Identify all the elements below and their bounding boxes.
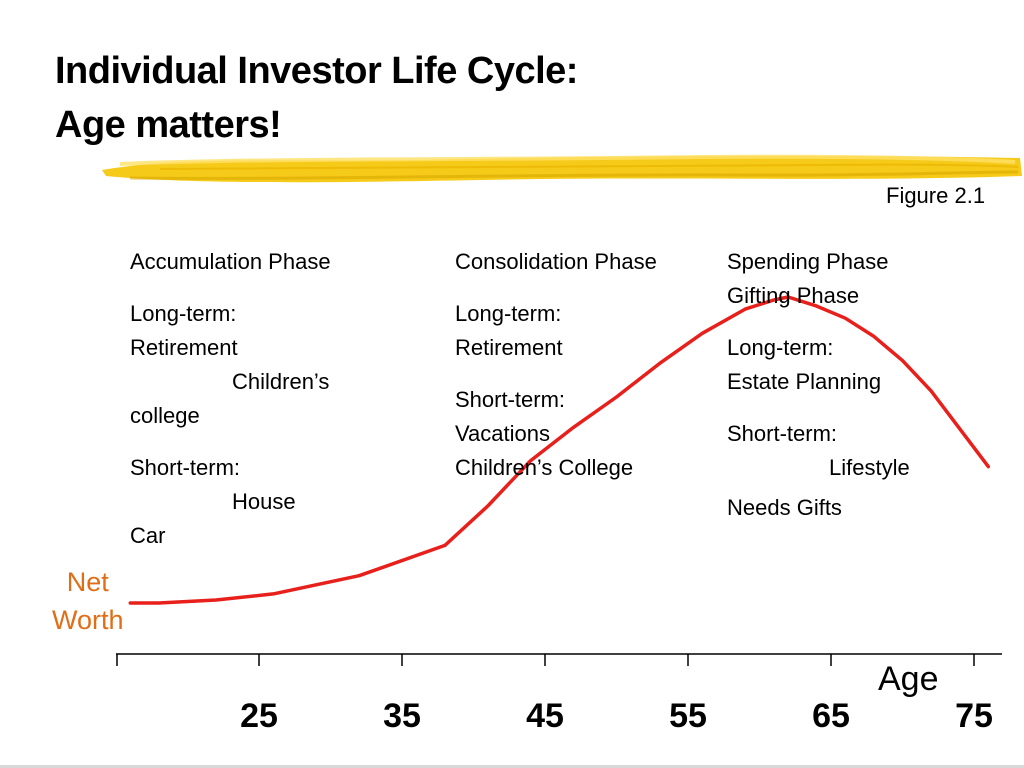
y-axis-label-line-2: Worth: [52, 605, 124, 635]
x-tick-label: 65: [812, 697, 850, 735]
spending-longterm-label: Long-term:: [727, 335, 834, 360]
consolidation-longterm-label: Long-term:: [455, 301, 562, 326]
spending-shortterm-item: Lifestyle: [829, 455, 910, 480]
spending-shortterm-item: Needs Gifts: [727, 495, 842, 520]
x-tick-label: 25: [240, 697, 278, 735]
x-tick-label: 75: [955, 697, 993, 735]
consolidation-shortterm-item: Vacations: [455, 421, 550, 446]
title-line-2: Age matters!: [55, 104, 282, 146]
consolidation-shortterm-item: Children’s College: [455, 455, 634, 480]
spending-heading: Spending Phase: [727, 249, 889, 274]
accumulation-shortterm-label: Short-term:: [130, 455, 241, 480]
figure-label: Figure 2.1: [886, 183, 986, 208]
y-axis-label: Net Worth: [52, 563, 124, 639]
x-tick-label: 45: [526, 697, 564, 735]
x-tick-label: 35: [383, 697, 421, 735]
x-axis-label: Age: [878, 660, 939, 698]
x-tick-label: 55: [669, 697, 707, 735]
spending-longterm-item: Estate Planning: [727, 369, 882, 394]
accumulation-heading: Accumulation Phase: [130, 249, 331, 274]
accumulation-longterm-item: Retirement: [130, 335, 238, 360]
consolidation-shortterm-label: Short-term:: [455, 387, 566, 412]
title-line-1: Individual Investor Life Cycle:: [55, 50, 578, 92]
consolidation-longterm-item: Retirement: [455, 335, 563, 360]
accumulation-longterm-item: Children’s: [232, 369, 330, 394]
spending-phase-text: Spending Phase Gifting Phase Long-term: …: [727, 245, 910, 525]
highlighter-stroke: [102, 154, 1022, 183]
consolidation-phase-text: Consolidation Phase Long-term: Retiremen…: [455, 245, 657, 485]
accumulation-phase-text: Accumulation Phase Long-term: Retirement…: [130, 245, 331, 553]
gifting-heading: Gifting Phase: [727, 283, 860, 308]
accumulation-shortterm-item: Car: [130, 523, 166, 548]
accumulation-longterm-item: college: [130, 403, 200, 428]
accumulation-longterm-label: Long-term:: [130, 301, 237, 326]
slide-title: Individual Investor Life Cycle: Age matt…: [55, 44, 578, 152]
accumulation-shortterm-item: House: [232, 489, 296, 514]
net-worth-curve: [128, 295, 991, 605]
spending-shortterm-label: Short-term:: [727, 421, 838, 446]
bottom-divider: [0, 765, 1024, 768]
y-axis-label-line-1: Net: [66, 567, 109, 597]
consolidation-heading: Consolidation Phase: [455, 249, 657, 274]
